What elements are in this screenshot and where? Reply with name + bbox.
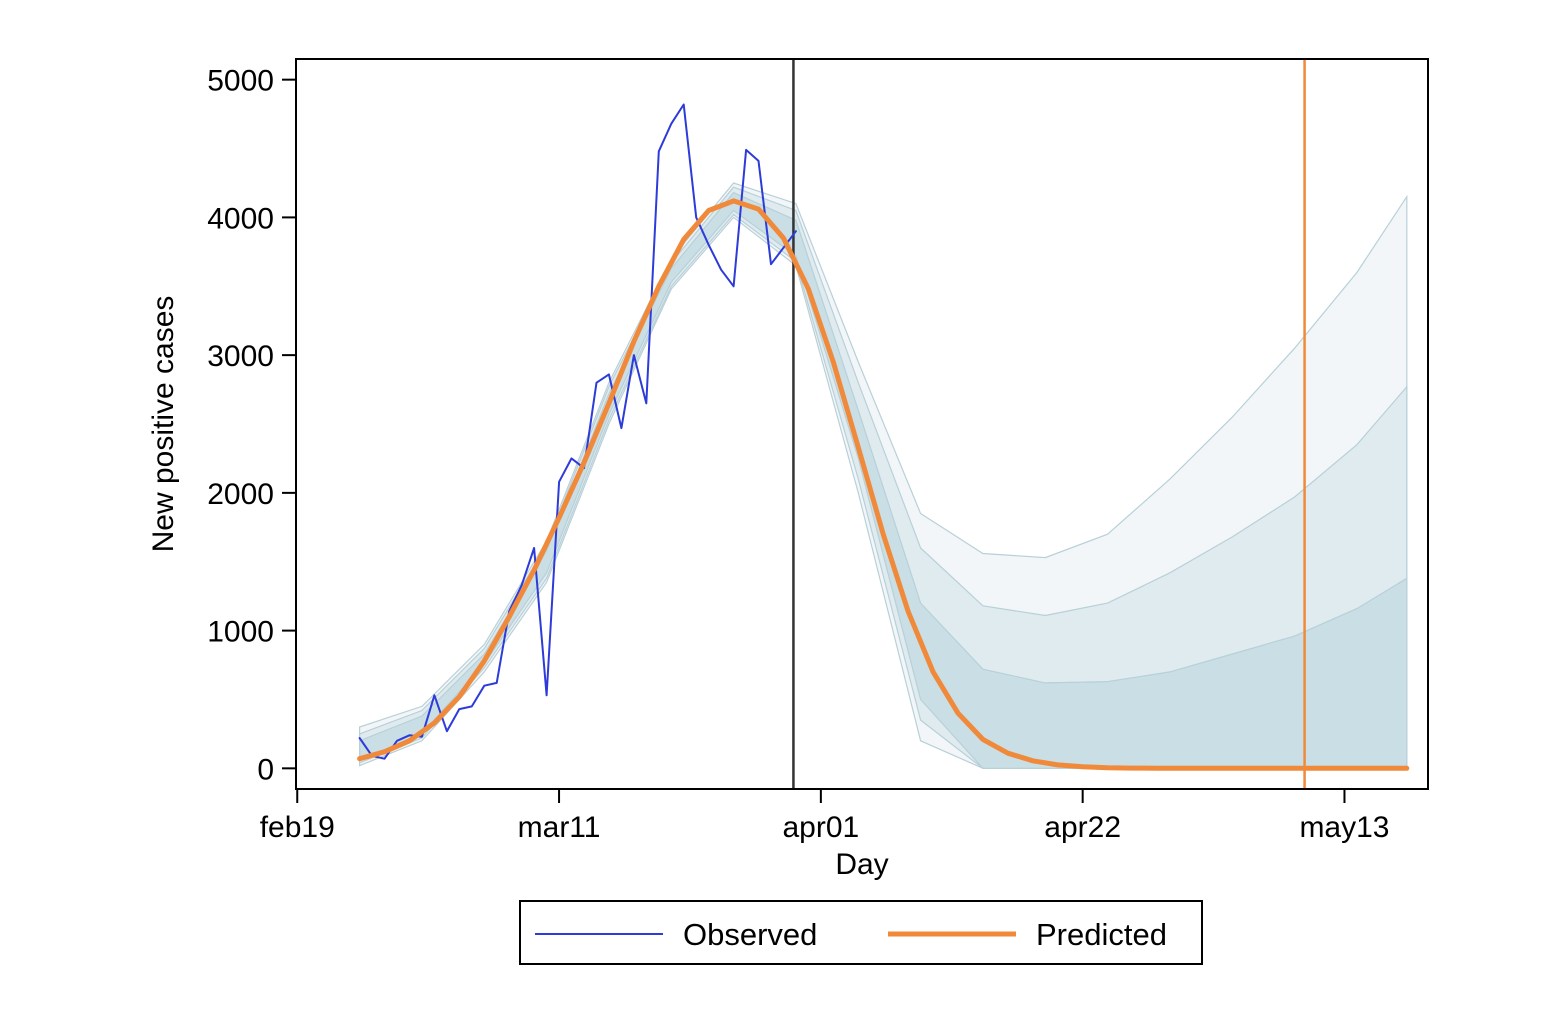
plot-frame [295,58,1429,790]
y-tick-label-4000: 4000 [207,202,274,235]
y-tick-label-0: 0 [257,753,274,786]
x-tick-label-may13: may13 [1299,811,1389,844]
legend-label-observed: Observed [683,917,817,952]
y-axis-title: New positive cases [147,296,180,553]
y-tick-label-3000: 3000 [207,340,274,373]
legend-box [519,900,1203,965]
x-tick-label-feb19: feb19 [260,811,335,844]
legend-label-predicted: Predicted [1036,917,1167,952]
x-axis-title: Day [835,848,888,881]
legend: Observed Predicted [519,900,1203,965]
predicted-line [357,198,1410,771]
y-tick-label-5000: 5000 [207,65,274,98]
y-tick-label-1000: 1000 [207,616,274,649]
x-axis: feb19 mar11 apr01 apr22 may13 [260,789,1389,844]
x-tick-label-apr01: apr01 [782,811,859,844]
reference-lines [792,59,1306,789]
y-axis: 0 1000 2000 3000 4000 5000 [207,65,296,786]
x-tick-label-apr22: apr22 [1044,811,1121,844]
y-tick-label-2000: 2000 [207,478,274,511]
series-lines [357,103,1410,771]
observed-line [358,103,797,760]
x-tick-label-mar11: mar11 [518,811,601,844]
